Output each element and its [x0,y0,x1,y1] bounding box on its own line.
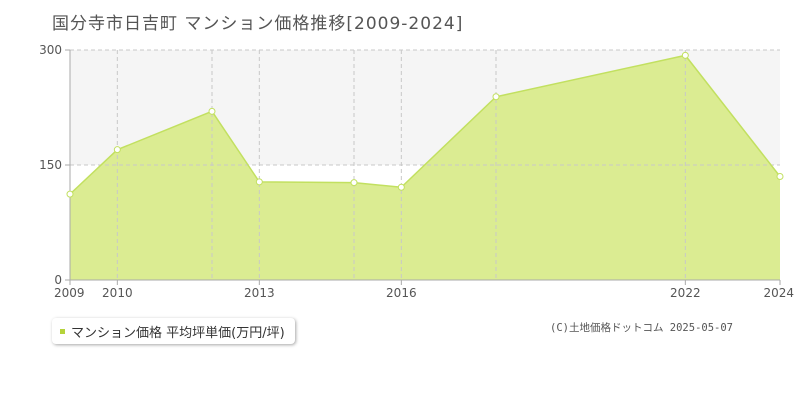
data-point [397,183,405,191]
chart-title: 国分寺市日吉町 マンション価格推移[2009-2024] [52,14,464,34]
legend: マンション価格 平均坪単価(万円/坪) [52,318,295,344]
data-point [492,93,500,101]
y-tick-label: 300 [39,43,62,57]
data-point [776,173,784,180]
legend-label: マンション価格 平均坪単価(万円/坪) [71,325,285,341]
x-tick-label: 2010 [102,286,133,300]
data-point [208,107,216,115]
copyright-text: (C)土地価格ドットコム 2025-05-07 [550,322,734,334]
y-tick-label: 150 [39,158,62,172]
data-point [350,179,358,187]
x-tick-label: 2022 [670,286,701,300]
x-tick-label: 2013 [244,286,275,300]
data-point [681,51,689,59]
data-point [66,190,74,198]
legend-square-icon [60,328,65,334]
y-tick-label: 0 [54,273,62,287]
x-tick-label: 2024 [763,286,794,300]
x-tick-label: 2016 [386,286,417,300]
data-point [255,178,263,186]
x-tick-label: 2009 [54,286,85,300]
data-point [113,146,121,154]
series-area [70,55,780,280]
